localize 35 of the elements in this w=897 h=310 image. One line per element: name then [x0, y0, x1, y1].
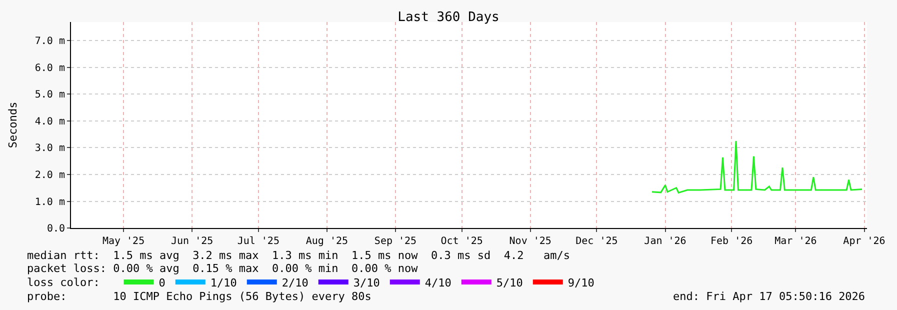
x-tick-label: Jun '25	[170, 236, 214, 247]
x-tick-label: Jul '25	[237, 236, 280, 247]
line-series	[651, 140, 863, 194]
legend-label: 5/10	[496, 276, 523, 290]
x-tick-label: Sep '25	[374, 236, 417, 247]
y-tick-label: 3.0 m	[34, 143, 65, 154]
legend-label: 1/10	[210, 276, 237, 290]
x-tick-label: Jan '26	[644, 236, 686, 247]
x-tick-label: Aug '25	[306, 236, 348, 247]
text: median rtt: 1.5 ms avg 3.2 ms max 1.3 ms min 1.5 ms now 0.3 ms sd 4.2 am/s	[27, 249, 570, 262]
text: packet loss: 0.00 % avg 0.15 % max 0.00 % min 0.00 % now	[27, 262, 418, 275]
legend-label: 4/10	[424, 276, 452, 290]
x-tick-label: Apr '26	[843, 236, 886, 247]
x-tick-label: Feb '26	[710, 236, 753, 247]
text: probe: 10 ICMP Echo Pings (56 Bytes) every 80s	[27, 290, 372, 303]
text: loss color:	[27, 276, 100, 289]
y-tick-label: 7.0 m	[34, 36, 65, 48]
x-tick-label: Nov '25	[509, 236, 552, 247]
y-tick-label: 0.0	[46, 224, 65, 234]
y-tick-label: 6.0 m	[34, 62, 65, 74]
legend-label: 0	[158, 276, 166, 290]
y-axis-title: Seconds	[6, 102, 20, 148]
x-tick-label: Oct '25	[440, 236, 483, 247]
legend-label: 3/10	[353, 276, 380, 290]
x-tick-label: May '25	[102, 236, 145, 247]
y-tick-label: 1.0 m	[34, 196, 65, 208]
legend-label: 2/10	[282, 276, 308, 290]
y-tick-label: 5.0 m	[34, 90, 65, 101]
chart-title: Last 360 Days	[398, 10, 500, 26]
y-tick-label: 4.0 m	[34, 116, 65, 128]
text: end: Fri Apr 17 05:50:16 2026	[673, 290, 866, 303]
x-tick-label: Mar '26	[774, 236, 817, 247]
y-tick-label: 2.0 m	[34, 170, 65, 181]
legend-label: 9/10	[568, 276, 594, 290]
x-tick-label: Dec '25	[576, 236, 618, 247]
